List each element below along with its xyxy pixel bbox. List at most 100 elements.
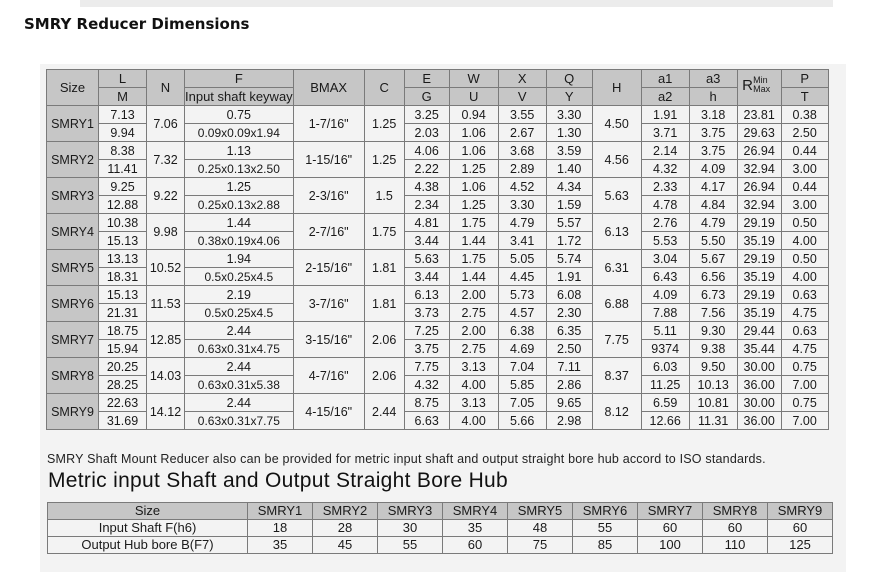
- header-a3: a3: [688, 69, 738, 88]
- cell-g: 4.32: [403, 375, 450, 394]
- cell-t: 7.00: [780, 375, 829, 394]
- cell-rmin: 26.94: [736, 141, 782, 160]
- header-m: M: [98, 87, 147, 106]
- cell-c: 1.75: [363, 213, 405, 250]
- cell-a1: 4.09: [640, 285, 690, 304]
- header-t: T: [780, 87, 829, 106]
- cell-u: 2.75: [448, 339, 499, 358]
- cell-w: 1.75: [448, 249, 499, 268]
- cell-t: 3.00: [780, 159, 829, 178]
- cell-keyway: 0.25x0.13x2.50: [184, 159, 294, 178]
- cell-y: 1.59: [545, 195, 593, 214]
- metric-row-label: Input Shaft F(h6): [47, 519, 248, 537]
- metric-header-size-4: SMRY4: [442, 502, 508, 520]
- size-cell: SMRY7: [46, 321, 99, 358]
- cell-q: 4.34: [545, 177, 593, 196]
- cell-l: 9.25: [98, 177, 147, 196]
- cell-h: 6.88: [591, 285, 642, 322]
- cell-y: 1.30: [545, 123, 593, 142]
- cell-g: 2.34: [403, 195, 450, 214]
- cell-keyway: 0.63x0.31x5.38: [184, 375, 294, 394]
- cell-h: 6.56: [688, 267, 738, 286]
- cell-w: 1.06: [448, 141, 499, 160]
- cell-a1: 6.03: [640, 357, 690, 376]
- cell-v: 2.67: [497, 123, 547, 142]
- metric-value-cell: 35: [247, 536, 313, 554]
- cell-c: 1.81: [363, 285, 405, 322]
- cell-rmax: 32.94: [736, 195, 782, 214]
- cell-n: 14.12: [146, 393, 185, 430]
- cell-g: 3.75: [403, 339, 450, 358]
- cell-a3: 3.75: [688, 141, 738, 160]
- cell-t: 4.00: [780, 231, 829, 250]
- header-n: N: [146, 69, 185, 106]
- cell-a3: 9.30: [688, 321, 738, 340]
- table-row: SMRY4 10.38 9.98 1.44 2-7/16" 1.75 4.81 1.75 4.7…: [46, 213, 867, 250]
- cell-h: 5.50: [688, 231, 738, 250]
- cell-a2: 4.78: [640, 195, 690, 214]
- cell-keyway: 0.63x0.31x4.75: [184, 339, 294, 358]
- cell-m: 21.31: [98, 303, 147, 322]
- cell-a2: 9374: [640, 339, 690, 358]
- cell-a2: 6.43: [640, 267, 690, 286]
- cell-bmax: 3-15/16": [292, 321, 365, 358]
- size-cell: SMRY6: [46, 285, 99, 322]
- cell-q: 6.35: [545, 321, 593, 340]
- cell-x: 7.04: [497, 357, 547, 376]
- header-p: P: [780, 69, 829, 88]
- metric-header-size-3: SMRY3: [377, 502, 443, 520]
- cell-rmax: 29.63: [736, 123, 782, 142]
- cell-c: 1.25: [363, 141, 405, 178]
- metric-header-size-9: SMRY9: [767, 502, 833, 520]
- cell-g: 2.22: [403, 159, 450, 178]
- cell-n: 9.98: [146, 213, 185, 250]
- cell-l: 22.63: [98, 393, 147, 412]
- cell-e: 4.38: [403, 177, 450, 196]
- metric-value-cell: 18: [247, 519, 313, 537]
- cell-u: 2.75: [448, 303, 499, 322]
- cell-keyway: 0.25x0.13x2.88: [184, 195, 294, 214]
- header-r: R: [742, 76, 754, 94]
- metric-header-size: Size: [47, 502, 248, 520]
- cell-a3: 9.50: [688, 357, 738, 376]
- cell-p: 0.75: [780, 357, 829, 376]
- cell-n: 7.06: [146, 105, 185, 142]
- cell-keyway: 0.5x0.25x4.5: [184, 267, 294, 286]
- cell-c: 2.06: [363, 321, 405, 358]
- cell-rmin: 29.19: [736, 249, 782, 268]
- header-size: Size: [46, 69, 99, 106]
- cell-m: 18.31: [98, 267, 147, 286]
- cell-h: 10.13: [688, 375, 738, 394]
- cell-q: 5.57: [545, 213, 593, 232]
- cell-rmin: 29.44: [736, 321, 782, 340]
- cell-g: 3.44: [403, 267, 450, 286]
- cell-l: 8.38: [98, 141, 147, 160]
- metric-value-cell: 28: [312, 519, 378, 537]
- cell-keyway: 0.63x0.31x7.75: [184, 411, 294, 430]
- table-row: Input Shaft F(h6) 18 28 30 35 48 55 60 60 60: [47, 519, 833, 537]
- cell-rmax: 36.00: [736, 411, 782, 430]
- cell-t: 4.75: [780, 303, 829, 322]
- cell-a2: 7.88: [640, 303, 690, 322]
- cell-w: 2.00: [448, 285, 499, 304]
- size-cell: SMRY8: [46, 357, 99, 394]
- cell-h: 4.56: [591, 141, 642, 178]
- cell-f: 1.25: [184, 177, 294, 196]
- cell-n: 10.52: [146, 249, 185, 286]
- cell-rmax: 36.00: [736, 375, 782, 394]
- size-cell: SMRY1: [46, 105, 99, 142]
- header-u: U: [448, 87, 499, 106]
- metric-header-row: Size SMRY1 SMRY2 SMRY3 SMRY4 SMRY5 SMRY6 SMRY7…: [47, 502, 833, 520]
- cell-e: 4.06: [403, 141, 450, 160]
- cell-y: 1.72: [545, 231, 593, 250]
- cell-c: 1.5: [363, 177, 405, 214]
- metric-value-cell: 60: [767, 519, 833, 537]
- cell-y: 2.50: [545, 339, 593, 358]
- metric-value-cell: 45: [312, 536, 378, 554]
- cell-a1: 3.04: [640, 249, 690, 268]
- cell-v: 3.30: [497, 195, 547, 214]
- cell-v: 3.41: [497, 231, 547, 250]
- cell-a3: 4.79: [688, 213, 738, 232]
- metric-value-cell: 85: [572, 536, 638, 554]
- cell-u: 1.06: [448, 123, 499, 142]
